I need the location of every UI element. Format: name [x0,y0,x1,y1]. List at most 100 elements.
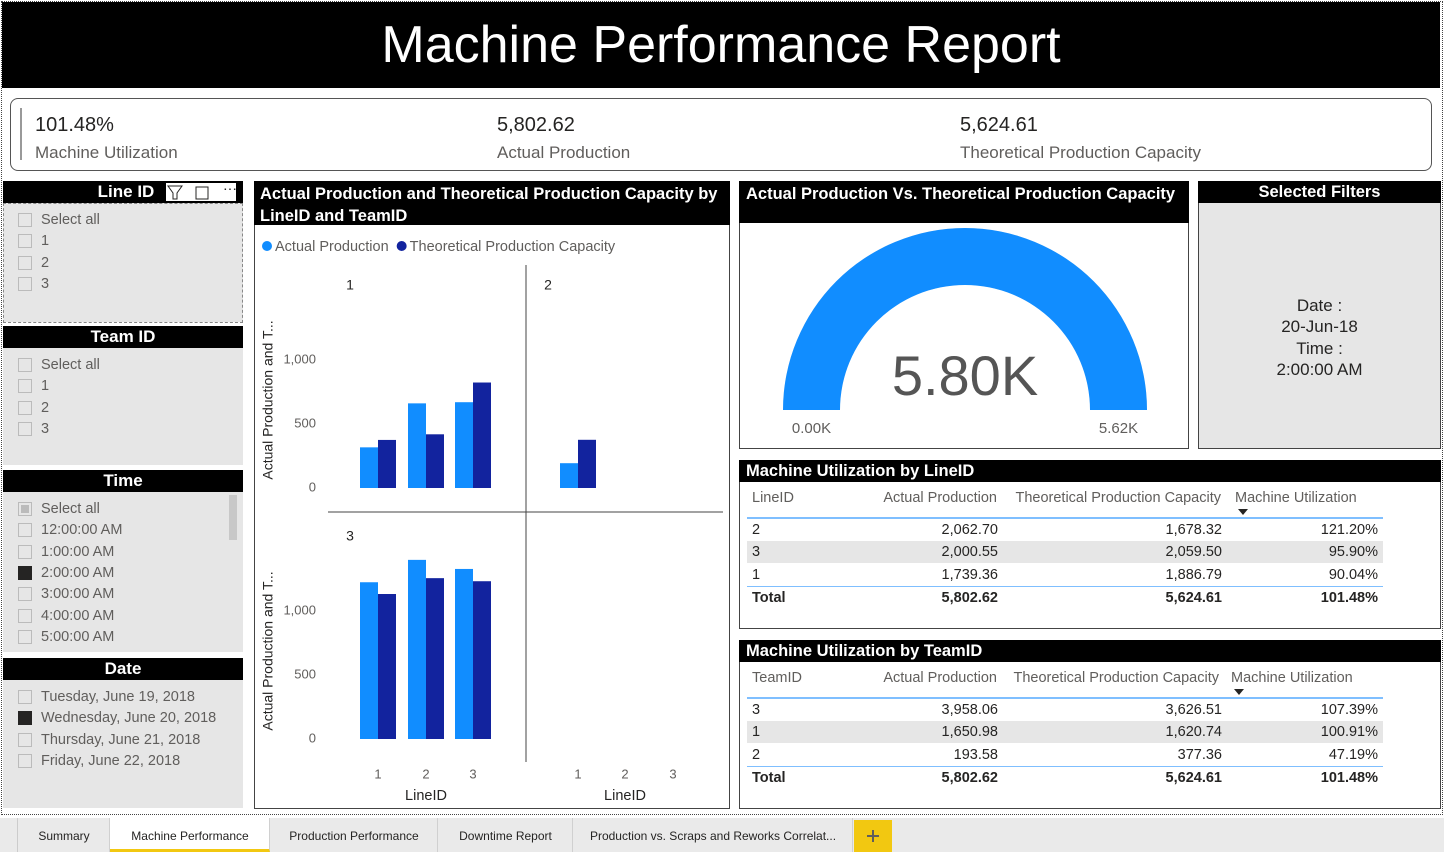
y-tick-label: 0 [309,730,316,745]
filters-panel-header [1198,181,1441,203]
tab-label[interactable]: Downtime Report [459,829,552,843]
gauge-title: Actual Production Vs. Theoretical Produc… [746,185,1176,203]
legend-label: Actual Production [275,239,389,255]
slicer-checkbox[interactable] [18,379,32,394]
table-title: Machine Utilization by LineID [746,462,975,480]
table-header-rule [747,697,1383,699]
gauge-value-arc [783,228,1147,410]
tab-label[interactable]: Machine Performance [131,829,249,843]
slicer-checkbox[interactable] [18,421,32,436]
slicer-checkbox[interactable] [18,565,32,580]
slicer-title: Team ID [90,327,156,346]
slicer-panel [3,326,243,465]
table-cell: 121.20% [1320,522,1378,538]
slicer-item[interactable]: Thursday, June 21, 2018 [41,731,201,748]
slicer-item[interactable]: 1 [41,233,50,250]
table-column-header[interactable]: Actual Production [883,490,997,506]
slicer-item[interactable]: 2 [41,399,50,416]
slicer-checkbox[interactable] [18,711,32,726]
table-total-cell: 5,624.61 [1165,770,1222,786]
x-axis-label: LineID [405,788,447,804]
table-cell: 1,739.36 [941,567,998,583]
table-column-header[interactable]: Actual Production [883,670,997,686]
slicer-checkbox[interactable] [18,753,32,768]
tab[interactable] [110,818,270,852]
tab-label[interactable]: Production Performance [289,829,419,843]
kpi-value: 101.48% [35,114,114,136]
table-cell: 193.58 [953,747,998,763]
slicer-item[interactable]: 1 [41,378,50,395]
filter-icon-box [166,183,236,201]
table-total-cell: 101.48% [1320,590,1378,606]
bar [360,447,378,488]
slicer-checkbox[interactable] [18,629,32,644]
table-cell: 3 [752,544,761,560]
table-cell: 2,059.50 [1165,544,1222,560]
tab-label[interactable]: Production vs. Scraps and Reworks Correl… [589,829,837,843]
table-column-header[interactable]: TeamID [752,670,802,686]
y-tick-label: 500 [294,667,316,682]
filter-line: Date : [1296,296,1343,315]
table-cell: 100.91% [1320,724,1378,740]
panel-label: 1 [346,277,354,293]
tab-label[interactable]: Summary [38,829,90,843]
slicer-item[interactable]: 2:00:00 AM [41,564,115,581]
legend-label: Theoretical Production Capacity [410,239,616,255]
table-column-header[interactable]: Theoretical Production Capacity [1015,490,1221,506]
kpi-label: Theoretical Production Capacity [960,143,1201,162]
slicer-item[interactable]: Select all [41,212,100,228]
slicer-item[interactable]: 3 [41,420,50,437]
slicer-header [3,326,243,348]
table-cell: 3 [752,702,761,718]
x-tick-label: 1 [374,766,381,781]
table-cell: 2,062.70 [941,522,998,538]
slicer-item[interactable]: Friday, June 22, 2018 [41,752,181,769]
slicer-scrollbar [229,495,237,540]
table-column-header[interactable]: Theoretical Production Capacity [1013,670,1219,686]
filters-bg [1199,203,1440,448]
slicer-checkbox[interactable] [18,400,32,415]
y-axis-label: Actual Production and T... [260,320,276,479]
slicer-checkbox[interactable] [18,213,32,227]
slicer-checkbox[interactable] [18,690,32,704]
slicer-item[interactable]: Tuesday, June 19, 2018 [41,689,195,705]
slicer-item[interactable]: 3:00:00 AM [41,586,115,603]
table-total-cell: 5,802.62 [941,590,998,606]
table-cell: 1 [752,567,761,583]
slicer-item[interactable]: Wednesday, June 20, 2018 [41,710,217,727]
slicer-checkbox[interactable] [18,732,32,747]
slicer-checkbox[interactable] [18,276,32,291]
y-tick-label: 1,000 [283,603,316,618]
table-cell: 2 [752,522,761,538]
slicer-checkbox[interactable] [18,544,32,559]
table-column-header[interactable]: Machine Utilization [1235,490,1357,506]
tab[interactable] [438,818,573,852]
tab[interactable] [18,818,110,852]
slicer-checkbox[interactable] [18,255,32,270]
slicer-checkbox[interactable] [18,523,32,538]
slicer-item[interactable]: 1:00:00 AM [41,543,115,560]
table-cell: 1,620.74 [1165,724,1222,740]
bar [455,402,473,488]
slicer-checkbox[interactable] [18,608,32,623]
slicer-item[interactable]: 12:00:00 AM [41,522,123,539]
tab[interactable] [270,818,438,852]
slicer-checkbox[interactable] [18,358,32,372]
slicer-item[interactable]: Select all [41,357,100,373]
tab[interactable] [573,818,853,852]
slicer-item[interactable]: 5:00:00 AM [41,628,115,645]
table-cell: 3,626.51 [1165,702,1222,718]
slicer-checkbox[interactable] [18,587,32,602]
slicer-item[interactable]: 3 [41,275,50,292]
slicer-panel [3,181,243,322]
more-icon: ⋯ [223,181,237,197]
table-total-cell: 101.48% [1320,770,1378,786]
slicer-item[interactable]: 2 [41,254,50,271]
table-column-header[interactable]: LineID [752,490,794,506]
table-column-header[interactable]: Machine Utilization [1231,670,1353,686]
slicer-checkbox[interactable] [18,234,32,249]
slicer-item[interactable]: 4:00:00 AM [41,607,115,624]
header-bar [2,2,1440,88]
slicer-item[interactable]: Select all [41,501,100,517]
